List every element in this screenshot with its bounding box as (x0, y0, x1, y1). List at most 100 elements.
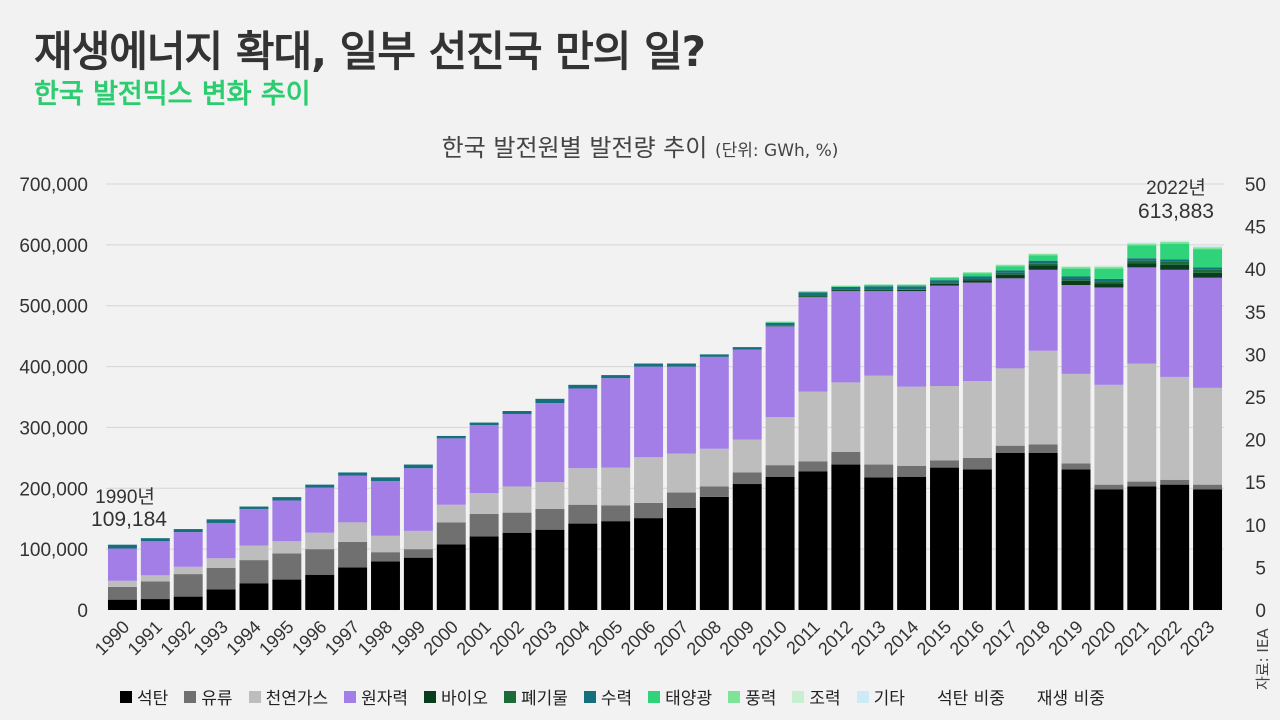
bar-segment-gas (634, 457, 664, 503)
bar-segment-coal (1061, 469, 1091, 610)
bar-segment-gas (305, 532, 335, 550)
legend-item-renew-share: 재생 비중 (1037, 684, 1105, 709)
bar-segment-hydro (1028, 260, 1058, 264)
x-tick-label: 2020 (1077, 617, 1119, 659)
bar-segment-hydro (469, 422, 499, 425)
source-note: 자료: IEA (1254, 628, 1272, 690)
legend-label-nuclear: 원자력 (361, 689, 409, 709)
bar-segment-coal (239, 583, 269, 610)
bar-segment-nuclear (338, 475, 368, 523)
x-tick-label: 1991 (124, 617, 166, 659)
bar-segment-waste (1061, 278, 1091, 281)
bar-segment-coal (864, 477, 894, 610)
legend-label-gas: 천연가스 (265, 689, 329, 709)
x-tick-label: 2005 (584, 617, 626, 659)
bar-segment-oil (239, 560, 269, 584)
chart-title-unit: (단위: GWh, %) (715, 141, 839, 161)
bar-segment-gas (699, 448, 729, 487)
bar-segment-hydro (535, 398, 565, 404)
y-tick-label: 500,000 (19, 297, 88, 318)
bar-segment-tidal (1028, 253, 1058, 254)
y2-tick-label: 50 (1245, 175, 1266, 196)
x-tick-label: 1997 (321, 617, 363, 659)
bar-segment-other (1160, 240, 1190, 242)
x-tick-label: 2019 (1044, 617, 1086, 659)
legend-item-solar: 태양광 (648, 684, 712, 709)
bar-segment-coal (206, 589, 236, 610)
annotation-first-year: 1990년 (95, 486, 155, 508)
bar-segment-oil (798, 461, 828, 472)
bar-segment-oil (436, 522, 466, 545)
legend-item-bio: 바이오 (424, 684, 488, 709)
x-tick-label: 2007 (650, 617, 692, 659)
bar-segment-coal (601, 521, 631, 610)
bar-segment-wind (897, 284, 927, 286)
bar-segment-hydro (140, 538, 170, 542)
bar-segment-bio (1094, 283, 1124, 288)
x-tick-label: 2016 (946, 617, 988, 659)
x-tick-label: 2001 (453, 617, 495, 659)
bar-segment-oil (535, 508, 565, 530)
bar-segment-hydro (1061, 276, 1091, 279)
y2-tick-label: 35 (1245, 303, 1266, 324)
bar-segment-oil (601, 505, 631, 522)
x-tick-label: 2004 (551, 617, 593, 659)
bar-segment-nuclear (897, 291, 927, 387)
y2-tick-label: 25 (1245, 388, 1266, 409)
legend-swatch-oil (184, 690, 197, 703)
bar-segment-nuclear (1127, 267, 1157, 364)
legend-swatch-wind (728, 690, 741, 703)
bar-segment-wind (1094, 266, 1124, 269)
bar-segment-solar (897, 285, 927, 287)
y2-tick-label: 15 (1245, 473, 1266, 494)
legend-item-waste: 폐기물 (503, 684, 568, 709)
annotation-last-value: 613,883 (1138, 200, 1214, 223)
annotation-first-value: 109,184 (91, 508, 167, 531)
legend-label-tidal: 조력 (809, 689, 841, 709)
x-tick-label: 2014 (880, 617, 922, 659)
bar-segment-wind (765, 321, 795, 323)
bar-segment-hydro (568, 384, 598, 389)
legend-label-other: 기타 (873, 689, 905, 709)
x-tick-label: 2021 (1110, 617, 1152, 659)
x-tick-label: 1996 (288, 617, 330, 659)
bar-segment-oil (831, 451, 861, 465)
bar-segment-gas (1127, 363, 1157, 482)
bar-segment-nuclear (962, 282, 992, 382)
bar-segment-gas (371, 535, 400, 553)
bar-segment-nuclear (798, 297, 828, 392)
bar-segment-coal (568, 523, 598, 610)
bar-segment-coal (1127, 486, 1157, 610)
bar-segment-gas (864, 375, 894, 465)
bar-segment-nuclear (305, 487, 335, 533)
bar-segment-coal (831, 464, 861, 610)
bar-segment-gas (831, 382, 861, 452)
y2-tick-label: 10 (1245, 516, 1266, 537)
bar-segment-coal (897, 476, 927, 610)
bar-segment-coal (173, 596, 203, 610)
bar-segment-hydro (601, 375, 631, 379)
y2-tick-label: 20 (1245, 431, 1266, 452)
bar-segment-gas (995, 368, 1025, 446)
bar-segment-solar (1061, 268, 1091, 277)
bar-segment-hydro (831, 286, 861, 290)
bar-segment-coal (502, 532, 532, 610)
bar-segment-coal (436, 544, 466, 610)
bar-segment-gas (1061, 373, 1091, 464)
chart-title-main: 한국 발전원별 발전량 추이 (441, 134, 708, 162)
bar-segment-wind (831, 285, 861, 287)
bar-segment-bio (962, 280, 992, 283)
legend-label-solar: 태양광 (665, 689, 713, 709)
bar-segment-oil (897, 465, 927, 477)
bar-segment-bio (995, 274, 1025, 279)
bar-segment-solar (1028, 255, 1058, 261)
legend-item-wind: 풍력 (728, 684, 776, 709)
bar-segment-hydro (1094, 278, 1124, 282)
bar-segment-gas (239, 545, 269, 561)
x-tick-label: 1992 (157, 617, 199, 659)
bar-segment-oil (107, 586, 137, 600)
bar-segment-gas (469, 493, 499, 514)
bar-segment-gas (535, 482, 565, 509)
bar-segment-hydro (732, 347, 762, 350)
y2-tick-label: 30 (1245, 345, 1266, 366)
